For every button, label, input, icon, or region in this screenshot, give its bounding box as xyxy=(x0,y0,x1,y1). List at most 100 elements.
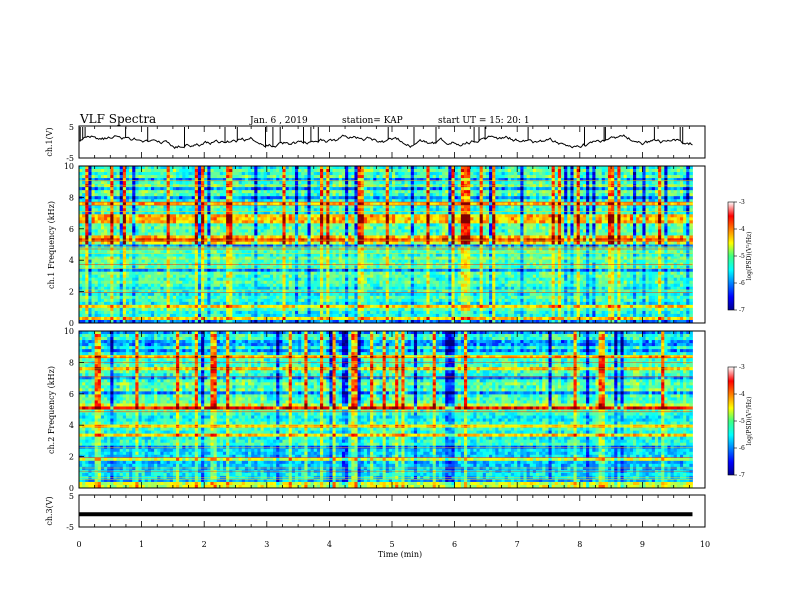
spectrogram-cell xyxy=(254,178,258,182)
spectrogram-cell xyxy=(154,220,158,224)
spectrogram-cell xyxy=(686,193,690,197)
spectrogram-cell xyxy=(648,217,653,221)
spectrogram-cell xyxy=(357,196,362,200)
spectrogram-cell xyxy=(573,211,578,215)
spectrogram-cell xyxy=(85,205,89,209)
spectrogram-cell xyxy=(586,214,590,218)
spectrogram-cell xyxy=(351,226,355,230)
spectrogram-cell xyxy=(683,226,687,230)
spectrogram-cell xyxy=(473,226,477,230)
spectrogram-cell xyxy=(260,223,265,227)
spectrogram-cell xyxy=(451,214,455,218)
spectrogram-cell xyxy=(129,172,133,176)
spectrogram-cell xyxy=(535,220,540,224)
spectrogram-cell xyxy=(304,187,308,191)
spectrogram-cell xyxy=(94,187,99,191)
spectrogram-cell xyxy=(679,202,684,206)
spectrogram-cell xyxy=(150,196,155,200)
spectrogram-cell xyxy=(163,223,168,227)
spectrogram-cell xyxy=(326,208,330,212)
spectrogram-cell xyxy=(582,211,587,215)
spectrogram-cell xyxy=(676,196,681,200)
spectrogram-cell xyxy=(517,211,521,215)
spectrogram-cell xyxy=(113,169,117,173)
spectrogram-cell xyxy=(179,220,183,224)
spectrogram-cell xyxy=(166,202,171,206)
spectrogram-cell xyxy=(179,235,183,239)
spectrogram-cell xyxy=(617,211,621,215)
spectrogram-cell xyxy=(432,172,437,176)
spectrogram-cell xyxy=(104,166,108,170)
spectrogram-cell xyxy=(654,211,659,215)
spectrogram-cell xyxy=(523,169,527,173)
spectrogram-cell xyxy=(104,217,108,221)
spectrogram-cell xyxy=(294,229,299,233)
spectrogram-cell xyxy=(172,187,177,191)
spectrogram-cell xyxy=(122,211,127,215)
spectrogram-cell xyxy=(204,205,208,209)
spectrogram-cell xyxy=(429,214,434,218)
spectrogram-cell xyxy=(160,229,164,233)
spectrogram-cell xyxy=(204,169,208,173)
spectrogram-cell xyxy=(257,193,261,197)
spectrogram-cell xyxy=(291,166,296,170)
spectrogram-cell xyxy=(248,166,252,170)
spectrogram-cell xyxy=(338,223,343,227)
spectrogram-cell xyxy=(269,214,274,218)
spectrogram-cell xyxy=(348,199,352,203)
spectrogram-cell xyxy=(601,226,606,230)
spectrogram-cell xyxy=(445,208,449,212)
spectrogram-cell xyxy=(307,166,312,170)
spectrogram-cell xyxy=(686,208,690,212)
spectrogram-cell xyxy=(451,166,455,170)
spectrogram-cell xyxy=(554,199,559,203)
spectrogram-cell xyxy=(479,169,484,173)
spectrogram-cell xyxy=(401,181,405,185)
spectrogram-cell xyxy=(451,199,455,203)
spectrogram-cell xyxy=(429,190,434,194)
spectrogram-cell xyxy=(551,175,556,179)
spectrogram-cell xyxy=(579,181,584,185)
spectrogram-cell xyxy=(213,217,218,221)
spectrogram-cell xyxy=(592,211,596,215)
spectrogram-cell xyxy=(357,190,362,194)
spectrogram-cell xyxy=(589,229,593,233)
spectrogram-cell xyxy=(520,196,524,200)
spectrogram-cell xyxy=(216,193,221,197)
spectrogram-cell xyxy=(91,193,96,197)
spectrogram-cell xyxy=(241,199,246,203)
spectrogram-cell xyxy=(548,181,553,185)
spectrogram-cell xyxy=(529,175,534,179)
spectrogram-cell xyxy=(679,211,684,215)
spectrogram-cell xyxy=(294,190,299,194)
spectrogram-cell xyxy=(470,205,474,209)
spectrogram-cell xyxy=(207,196,211,200)
spectrogram-cell xyxy=(204,175,208,179)
spectrogram-cell xyxy=(263,208,268,212)
spectrogram-cell xyxy=(248,178,252,182)
spectrogram-cell xyxy=(423,202,427,206)
spectrogram-cell xyxy=(639,187,643,191)
spectrogram-cell xyxy=(273,178,277,182)
spectrogram-cell xyxy=(113,181,117,185)
spectrogram-cell xyxy=(125,223,130,227)
spectrogram-cell xyxy=(310,208,315,212)
spectrogram-cell xyxy=(310,229,315,233)
spectrogram-cell xyxy=(129,181,133,185)
spectrogram-cell xyxy=(673,181,678,185)
spectrogram-cell xyxy=(382,220,387,224)
spectrogram-cell xyxy=(492,211,496,215)
spectrogram-cell xyxy=(651,193,656,197)
spectrogram-cell xyxy=(413,232,418,236)
spectrogram-cell xyxy=(429,232,434,236)
spectrogram-cell xyxy=(373,166,377,170)
spectrogram-cell xyxy=(529,220,534,224)
spectrogram-cell xyxy=(498,187,502,191)
spectrogram-cell xyxy=(266,220,271,224)
spectrogram-cell xyxy=(535,190,540,194)
spectrogram-cell xyxy=(482,202,487,206)
spectrogram-cell xyxy=(664,181,668,185)
spectrogram-cell xyxy=(445,169,449,173)
spectrogram-cell xyxy=(620,226,625,230)
spectrogram-cell xyxy=(567,196,571,200)
